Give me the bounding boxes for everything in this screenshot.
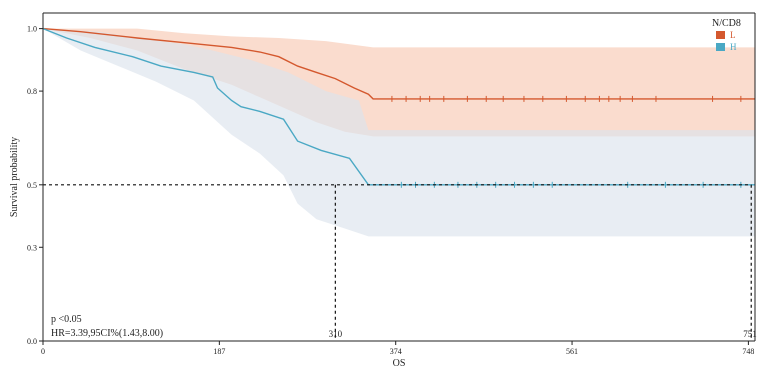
x-tick-label: 187 xyxy=(213,347,225,356)
legend-swatch-l xyxy=(716,31,725,39)
x-tick-label: 374 xyxy=(390,347,402,356)
confidence-bands xyxy=(43,28,755,237)
survival-curve-l xyxy=(42,27,755,100)
survival-curve-h xyxy=(42,27,755,186)
median-x-label: 310 xyxy=(329,329,343,339)
legend-swatch-h xyxy=(716,43,725,51)
legend-label-h: H xyxy=(730,42,737,52)
axes: 0 187 374 561 748 0.0 0.3 0.5 0.8 1.0 OS Surviva… xyxy=(9,12,756,369)
y-tick-label: 0.8 xyxy=(27,87,37,96)
legend: N/CD8 LH xyxy=(712,18,741,52)
y-tick-label: 1.0 xyxy=(27,25,37,34)
y-tick-label: 0.0 xyxy=(27,337,37,346)
p-value-text: p <0.05 xyxy=(51,314,82,325)
legend-label-l: L xyxy=(730,30,736,40)
median-lines: 310 751 xyxy=(43,184,757,341)
y-axis-label: Survival probability xyxy=(9,137,20,217)
annotations: p <0.05 HR=3.39,95CI%(1.43,8.00) xyxy=(51,314,163,339)
legend-title: N/CD8 xyxy=(712,18,741,29)
y-tick-label: 0.5 xyxy=(27,181,37,190)
y-tick-label: 0.3 xyxy=(27,243,37,252)
x-tick-label: 561 xyxy=(566,347,578,356)
y-ticks: 0.0 0.3 0.5 0.8 1.0 xyxy=(27,25,43,346)
x-tick-label: 0 xyxy=(41,347,45,356)
x-ticks: 0 187 374 561 748 xyxy=(41,341,754,356)
x-axis-label: OS xyxy=(393,358,406,367)
survival-curves xyxy=(42,27,755,186)
median-x-label: 751 xyxy=(743,329,757,339)
x-tick-label: 748 xyxy=(742,347,754,356)
hazard-ratio-text: HR=3.39,95CI%(1.43,8.00) xyxy=(51,328,163,339)
